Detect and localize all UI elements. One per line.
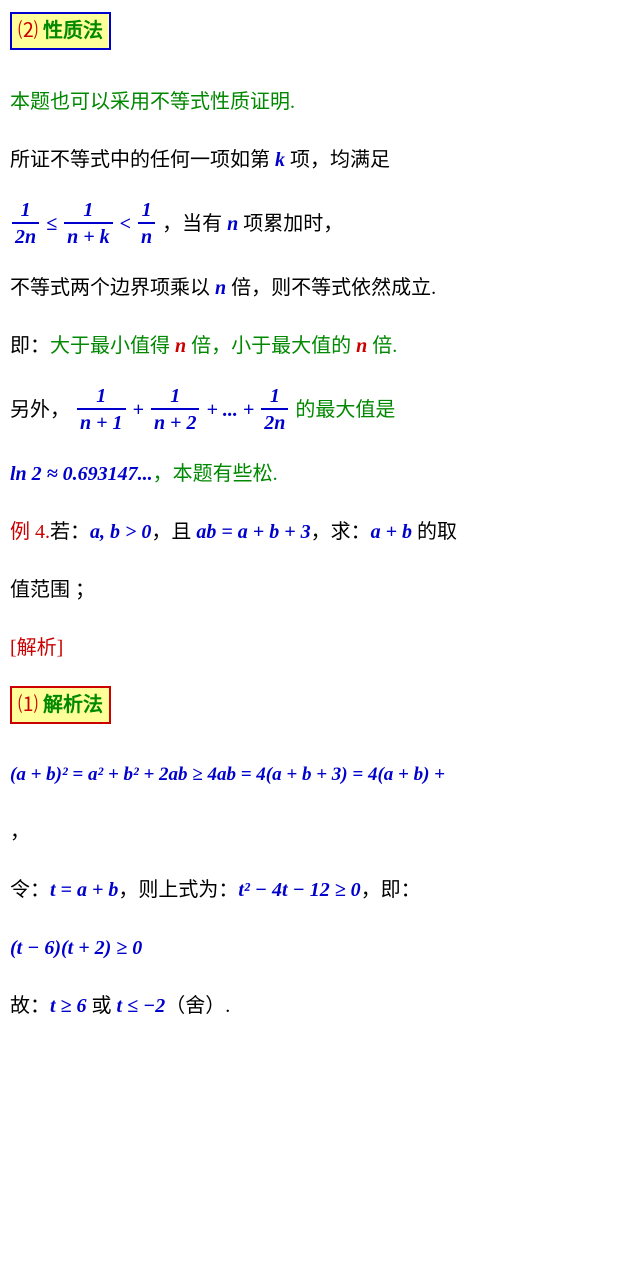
math: t = a + b [50, 879, 118, 901]
text: 倍，小于最大值的 [186, 335, 356, 357]
text: （舍）. [165, 995, 230, 1017]
fraction: 1 n [138, 198, 155, 250]
math: a, b > 0 [90, 521, 151, 543]
denominator: n [138, 224, 155, 250]
fraction: 1 n + k [64, 198, 113, 250]
para-multiply-n: 不等式两个边界项乘以 n 倍，则不等式依然成立. [10, 268, 630, 308]
text: 倍，则不等式依然成立. [226, 277, 436, 299]
text: ，本题有些松. [153, 463, 278, 485]
example-4: 例 4.若：a, b > 0，且 ab = a + b + 3，求：a + b … [10, 512, 630, 552]
text: 的最大值是 [295, 399, 395, 421]
numerator: 1 [12, 198, 39, 224]
text: 即： [10, 335, 50, 357]
para-summary: 即：大于最小值得 n 倍，小于最大值的 n 倍. [10, 326, 630, 366]
text: 大于最小值得 [50, 335, 175, 357]
ln2-value: ln 2 ≈ 0.693147... [10, 463, 153, 485]
text: 或 [87, 995, 117, 1017]
text: 项累加时， [238, 213, 343, 235]
math: t² − 4t − 12 ≥ 0 [238, 879, 360, 901]
method-box-1: ⑴ 解析法 [10, 686, 111, 724]
denominator: n + k [64, 224, 113, 250]
math: ab = a + b + 3 [196, 521, 310, 543]
fraction: 1 2n [12, 198, 39, 250]
op-lt: < [120, 213, 136, 235]
fraction: 1 2n [261, 384, 288, 436]
numerator: 1 [261, 384, 288, 410]
var-n: n [175, 335, 186, 357]
denominator: 2n [12, 224, 39, 250]
equation-2: (t − 6)(t + 2) ≥ 0 [10, 928, 630, 968]
text: ，即： [361, 879, 421, 901]
example-label: 例 4. [10, 521, 50, 543]
box-title: 解析法 [43, 694, 103, 716]
text: 若： [50, 521, 90, 543]
example-4-cont: 值范围 ； [10, 570, 630, 610]
text: 的取 [412, 521, 457, 543]
numerator: 1 [64, 198, 113, 224]
fraction: 1 n + 2 [151, 384, 200, 436]
op-plus: + [133, 399, 149, 421]
para-series: 另外， 1 n + 1 + 1 n + 2 + ... + 1 2n 的最大值是 [10, 384, 630, 436]
para-result: 故：t ≥ 6 或 t ≤ −2（舍）. [10, 986, 630, 1026]
numerator: 1 [138, 198, 155, 224]
para-kth-term: 所证不等式中的任何一项如第 k 项，均满足 [10, 140, 630, 180]
text: 令： [10, 879, 50, 901]
text: 故： [10, 995, 50, 1017]
var-k: k [275, 149, 285, 171]
text: 所证不等式中的任何一项如第 [10, 149, 275, 171]
text: ，当有 [162, 213, 227, 235]
text: 倍. [367, 335, 397, 357]
math: t ≤ −2 [117, 995, 166, 1017]
inequality-1: 1 2n ≤ 1 n + k < 1 n ，当有 n 项累加时， [10, 198, 630, 250]
text: 不等式两个边界项乘以 [10, 277, 215, 299]
text: ，且 [151, 521, 196, 543]
para-let-t: 令：t = a + b，则上式为：t² − 4t − 12 ≥ 0，即： [10, 870, 630, 910]
numerator: 1 [77, 384, 126, 410]
text: 项，均满足 [285, 149, 390, 171]
equation-1: (a + b)² = a² + b² + 2ab ≥ 4ab = 4(a + b… [10, 756, 630, 794]
math: t ≥ 6 [50, 995, 87, 1017]
text: 另外， [10, 399, 70, 421]
box-title: 性质法 [43, 20, 103, 42]
var-n: n [227, 213, 238, 235]
numerator: 1 [151, 384, 200, 410]
denominator: n + 1 [77, 410, 126, 436]
op-le: ≤ [46, 213, 62, 235]
box-num: ⑵ [18, 20, 38, 42]
para-ln2: ln 2 ≈ 0.693147...，本题有些松. [10, 454, 630, 494]
comma: ， [10, 812, 630, 852]
text: ，求： [311, 521, 371, 543]
var-n: n [215, 277, 226, 299]
denominator: n + 2 [151, 410, 200, 436]
method-box-2: ⑵ 性质法 [10, 12, 111, 50]
analysis-label: [解析] [10, 628, 630, 668]
intro-text: 本题也可以采用不等式性质证明. [10, 82, 630, 122]
denominator: 2n [261, 410, 288, 436]
var-n: n [356, 335, 367, 357]
fraction: 1 n + 1 [77, 384, 126, 436]
op-plus-dots: + ... + [206, 399, 259, 421]
text: ，则上式为： [118, 879, 238, 901]
box-num: ⑴ [18, 694, 38, 716]
math: a + b [371, 521, 412, 543]
